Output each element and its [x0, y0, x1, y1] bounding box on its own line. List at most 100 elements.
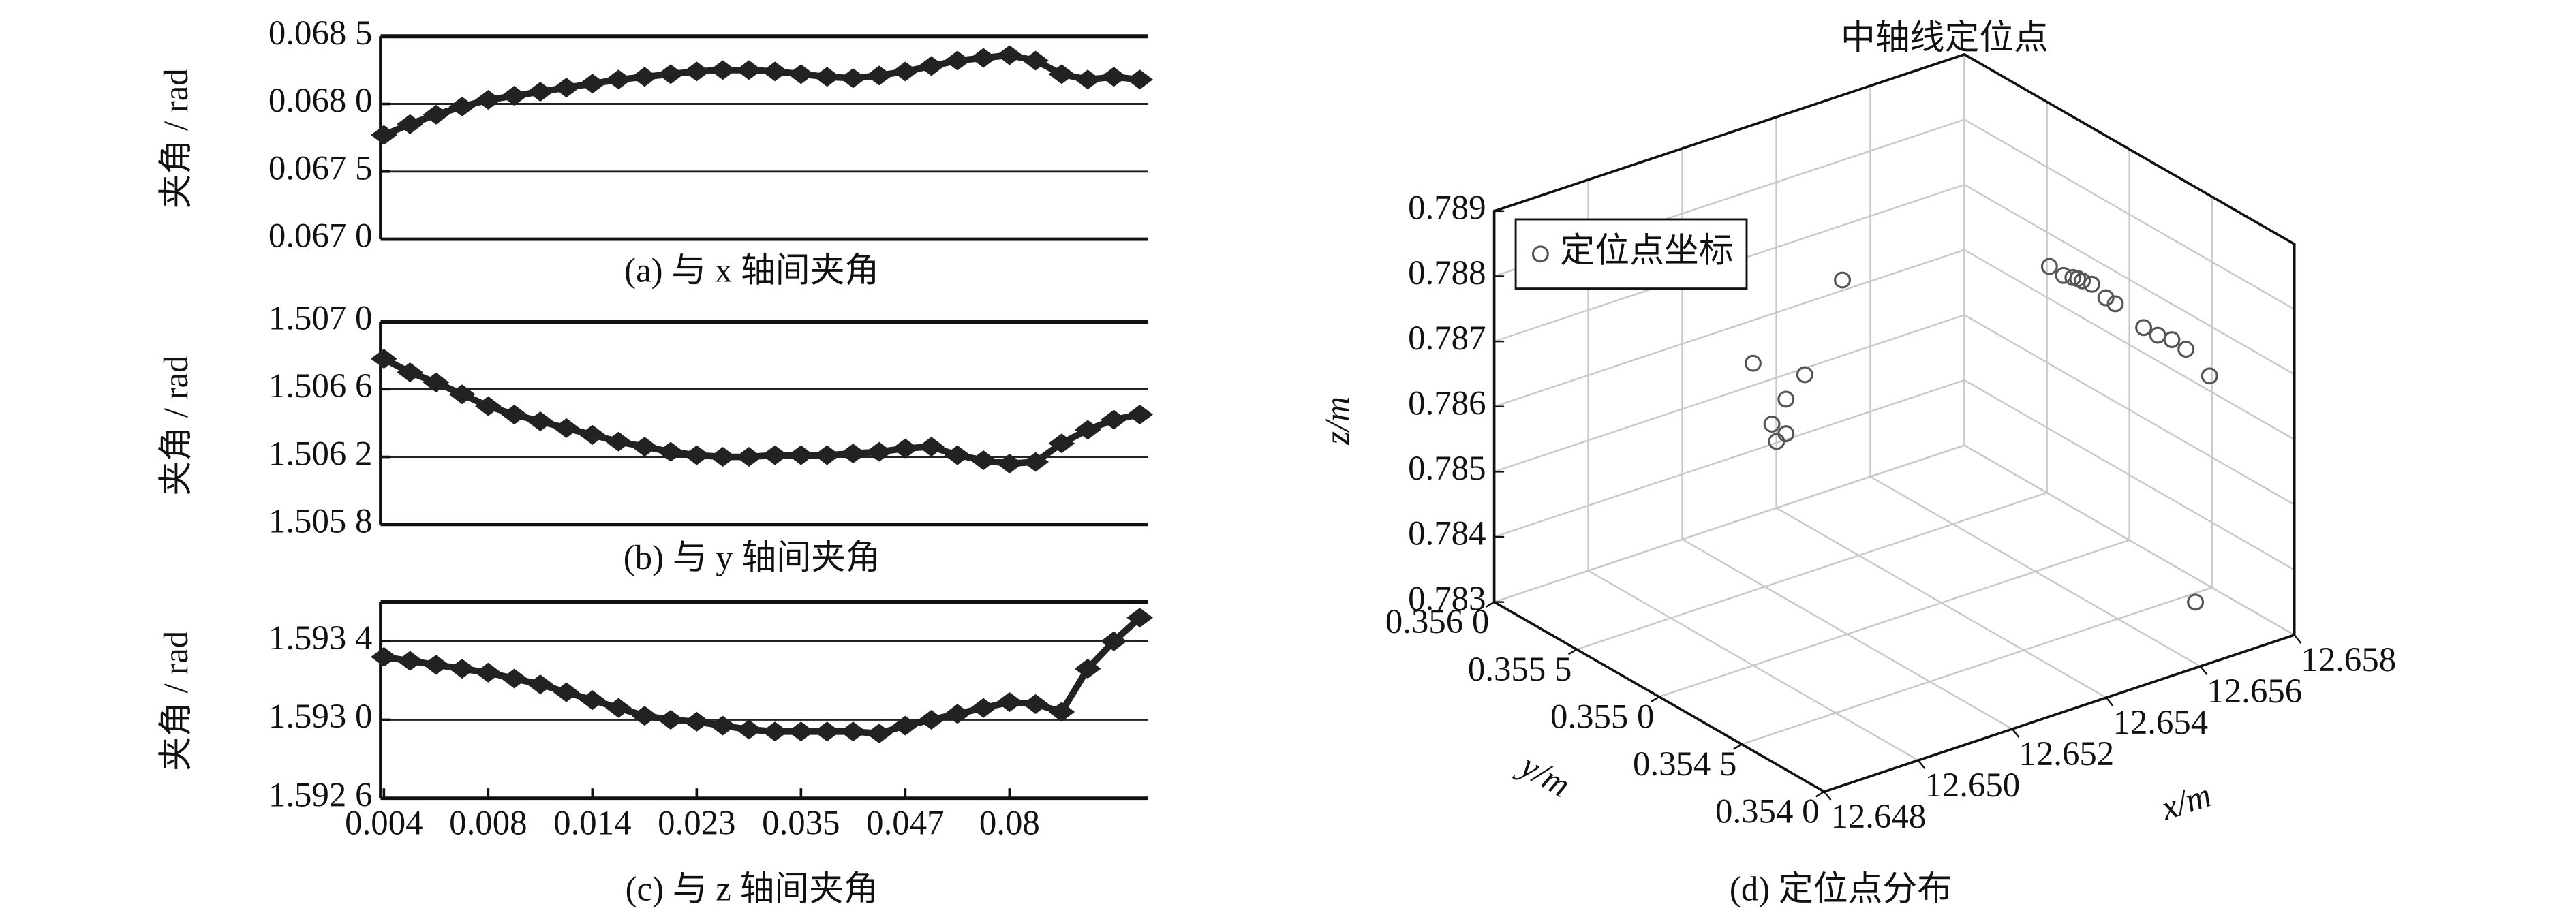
- marker: [501, 86, 527, 106]
- marker: [683, 711, 710, 732]
- marker: [397, 362, 423, 383]
- marker: [970, 698, 997, 718]
- marker: [527, 674, 554, 695]
- y-tick-label: 0.068 0: [269, 81, 372, 119]
- y-tick-label: 0.354 5: [1633, 745, 1736, 783]
- point: [2135, 319, 2153, 337]
- point: [2177, 341, 2195, 358]
- marker: [448, 659, 476, 679]
- x-tick-label: 12.650: [1925, 766, 2020, 804]
- grid-line: [1741, 587, 2213, 745]
- point: [2149, 326, 2166, 344]
- point: [2097, 289, 2115, 307]
- axis-label: 夹角 / rad: [157, 356, 195, 496]
- marker: [631, 437, 658, 457]
- x-tick-label: 12.648: [1830, 797, 1926, 835]
- marker: [474, 662, 502, 683]
- marker: [657, 709, 684, 730]
- y-tick-label: 1.507 0: [269, 299, 372, 337]
- marker: [709, 715, 736, 736]
- point: [1763, 416, 1781, 433]
- marker: [1074, 69, 1101, 90]
- marker: [1022, 694, 1049, 714]
- x-tick-label: 0.014: [553, 804, 631, 842]
- marker: [553, 682, 580, 702]
- marker: [761, 61, 788, 82]
- legend-marker: [1531, 245, 1549, 263]
- marker: [397, 651, 423, 671]
- marker: [1100, 409, 1127, 430]
- y-tick-label: 0.356 0: [1385, 602, 1489, 640]
- y-tick: [1485, 601, 1495, 608]
- y-tick-label: 0.067 0: [269, 217, 372, 255]
- marker: [553, 78, 580, 98]
- marker: [814, 67, 840, 87]
- marker: [631, 67, 658, 87]
- series-line: [382, 52, 1141, 138]
- y-tick-label: 0.067 5: [269, 149, 372, 187]
- marker: [1074, 659, 1101, 679]
- marker: [840, 444, 867, 464]
- marker: [474, 90, 502, 110]
- y-axis-label: y/m: [1512, 745, 1577, 805]
- marker: [553, 418, 580, 438]
- marker: [527, 82, 554, 102]
- marker: [865, 65, 893, 86]
- grid-line: [1494, 379, 1965, 538]
- marker: [1126, 69, 1153, 90]
- point: [2187, 593, 2205, 611]
- marker: [944, 50, 971, 71]
- y-tick-label: 0.355 0: [1550, 697, 1654, 735]
- marker: [944, 445, 971, 465]
- marker: [918, 56, 945, 76]
- grid-line: [1963, 249, 2295, 441]
- y-tick-label: 1.593 0: [269, 697, 372, 735]
- marker: [579, 74, 606, 94]
- x-tick-label: 12.656: [2207, 672, 2302, 710]
- caption: (a) 与 x 轴间夹角: [624, 251, 879, 290]
- y-tick-label: 1.506 2: [269, 434, 372, 472]
- grid-line: [1659, 539, 2130, 698]
- caption: (d) 定位点分布: [1730, 869, 1952, 907]
- grid-line: [1963, 444, 2295, 636]
- marker: [397, 114, 423, 134]
- grid-line: [1963, 379, 2295, 571]
- marker: [865, 724, 893, 744]
- marker: [891, 715, 919, 736]
- x-tick: [2199, 666, 2208, 675]
- point: [1796, 366, 1813, 384]
- marker: [970, 450, 997, 471]
- chart-title: 中轴线定位点: [1841, 18, 2049, 57]
- marker: [787, 721, 814, 742]
- x-tick: [1917, 760, 1926, 769]
- marker: [996, 692, 1023, 713]
- grid-line: [1963, 119, 2295, 310]
- marker: [448, 384, 476, 405]
- marker: [709, 60, 736, 80]
- z-tick-label: 0.786: [1408, 384, 1486, 422]
- x-tick-label: 0.035: [762, 804, 840, 842]
- marker: [709, 447, 736, 467]
- x-tick-label: 12.652: [2019, 734, 2114, 773]
- marker: [1126, 608, 1153, 628]
- x-tick: [2105, 697, 2114, 706]
- point: [2106, 295, 2124, 313]
- x-tick-label: 0.004: [345, 804, 423, 842]
- point: [1834, 271, 1851, 289]
- marker: [787, 64, 814, 84]
- marker: [448, 96, 476, 117]
- grid-line: [1963, 184, 2295, 375]
- marker: [814, 445, 840, 465]
- marker: [1022, 50, 1049, 71]
- axis-label: 夹角 / rad: [157, 68, 195, 208]
- point: [2201, 367, 2218, 385]
- marker: [423, 104, 450, 125]
- marker: [423, 372, 450, 392]
- y-tick-label: 1.505 8: [269, 502, 372, 540]
- z-axis-label: z/m: [1318, 397, 1356, 446]
- marker: [735, 60, 763, 80]
- marker: [814, 721, 840, 742]
- z-tick-label: 0.785: [1408, 449, 1486, 487]
- y-tick: [1650, 696, 1660, 703]
